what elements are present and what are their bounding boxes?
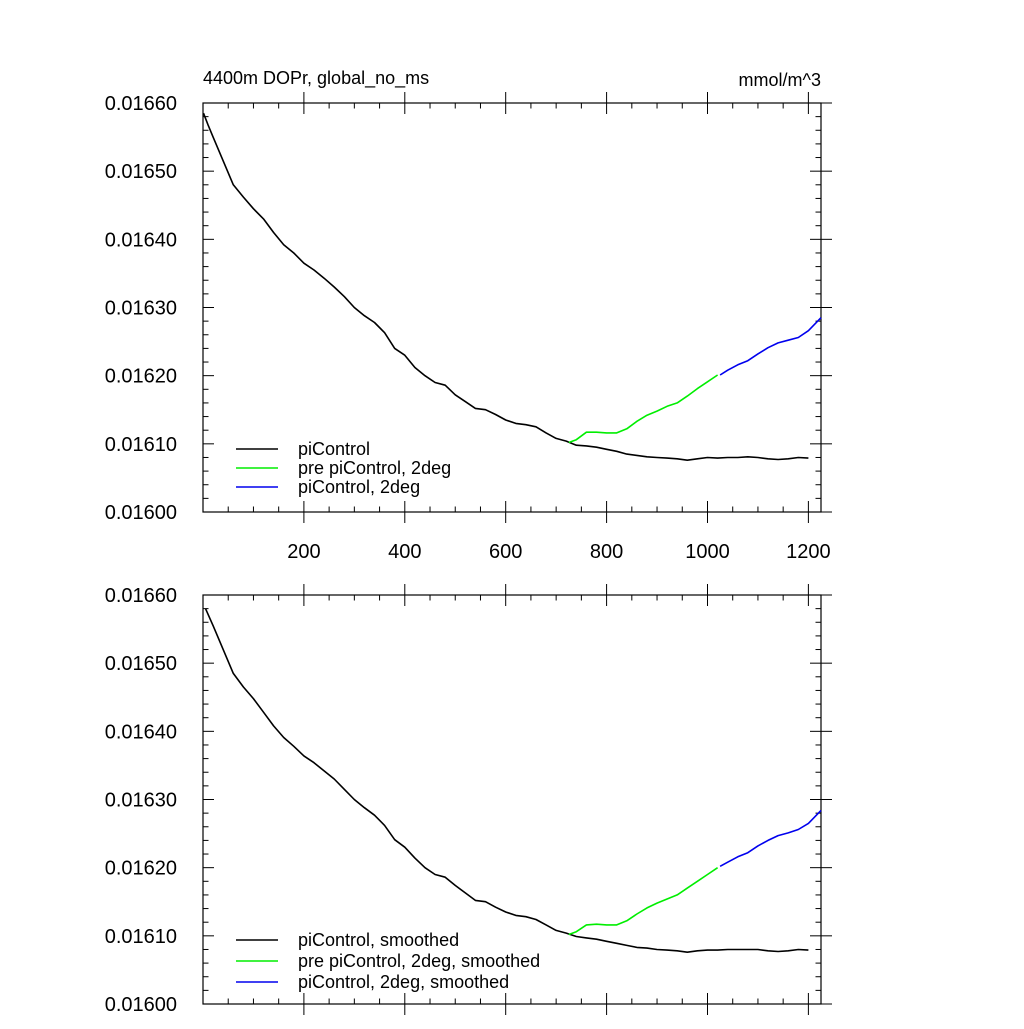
x-tick-label: 1200 bbox=[786, 541, 831, 563]
x-tick-label: 400 bbox=[388, 541, 421, 563]
series-line-2 bbox=[568, 374, 719, 444]
y-tick-label: 0.01600 bbox=[105, 994, 177, 1016]
plot-panel-2: 0.01600 0.01610 0.01620 0.01630 0.01640 0.016… bbox=[105, 584, 832, 1016]
legend-label: piControl bbox=[298, 439, 370, 459]
y-tick-label: 0.01610 bbox=[105, 926, 177, 948]
y-tick-label: 0.01610 bbox=[105, 434, 177, 456]
chart-title: 4400m DOPr, global_no_ms bbox=[203, 68, 429, 89]
plot-frame bbox=[202, 102, 822, 513]
y-tick-label: 0.01640 bbox=[105, 229, 177, 251]
plot-panel-1: 200 400 600 800 1000 1200 0.01600 0.01610 0.0162… bbox=[105, 68, 832, 563]
legend-label: pre piControl, 2deg bbox=[298, 458, 451, 478]
legend-label: piControl, 2deg bbox=[298, 477, 420, 497]
y-tick-label: 0.01600 bbox=[105, 502, 177, 524]
series-line-1 bbox=[202, 112, 809, 462]
y-tick-label: 0.01660 bbox=[105, 585, 177, 607]
plot-frame bbox=[202, 594, 822, 1005]
y-tick-label: 0.01630 bbox=[105, 790, 177, 812]
units-label: mmol/m^3 bbox=[739, 70, 821, 90]
y-tick-label: 0.01630 bbox=[105, 298, 177, 320]
series-line-3 bbox=[719, 317, 822, 376]
x-tick-label: 800 bbox=[590, 541, 623, 563]
y-tick-label: 0.01660 bbox=[105, 93, 177, 115]
x-tick-label: 1000 bbox=[685, 541, 730, 563]
series-line-3 bbox=[719, 809, 822, 868]
y-tick-label: 0.01650 bbox=[105, 161, 177, 183]
x-tick-label: 600 bbox=[489, 541, 522, 563]
y-tick-label: 0.01620 bbox=[105, 858, 177, 880]
series-line-2 bbox=[568, 867, 719, 936]
y-tick-label: 0.01640 bbox=[105, 721, 177, 743]
legend-label: piControl, smoothed bbox=[298, 930, 459, 950]
legend-label: pre piControl, 2deg, smoothed bbox=[298, 951, 540, 971]
y-tick-label: 0.01650 bbox=[105, 653, 177, 675]
series-line-1 bbox=[204, 608, 809, 954]
legend-label: piControl, 2deg, smoothed bbox=[298, 972, 509, 992]
x-tick-label: 200 bbox=[287, 541, 320, 563]
y-tick-label: 0.01620 bbox=[105, 366, 177, 388]
